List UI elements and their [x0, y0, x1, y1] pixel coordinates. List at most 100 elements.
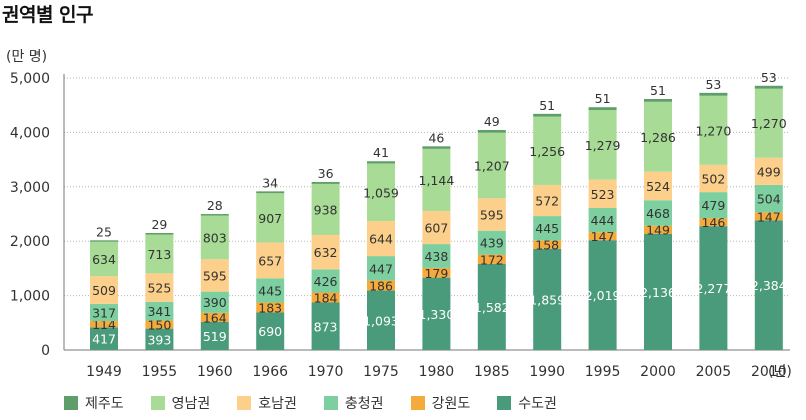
bar-segment	[90, 303, 118, 322]
legend-label: 수도권	[518, 396, 557, 412]
data-label: 938	[314, 202, 338, 217]
bar-segment	[311, 292, 340, 303]
y-tick-label: 1,000	[10, 289, 50, 305]
bar-segment	[311, 269, 340, 293]
data-label: 444	[591, 213, 615, 228]
bar-segment	[699, 218, 728, 227]
data-label: 907	[258, 211, 282, 226]
bar-segment	[200, 321, 229, 350]
bar-segment	[699, 95, 728, 165]
bar-segment	[145, 234, 174, 274]
bar-segment	[644, 233, 672, 350]
legend-item: 영남권	[150, 393, 210, 413]
bar-segment	[533, 116, 562, 185]
bar-segment	[588, 179, 617, 209]
data-label: 49	[484, 114, 500, 129]
bar-segment	[422, 146, 451, 149]
data-label: 34	[262, 175, 278, 190]
bar-segment	[90, 276, 118, 304]
data-label: 172	[480, 252, 504, 267]
x-tick-label: 1955	[142, 364, 178, 380]
bar-segment	[422, 148, 451, 212]
data-label: 2,277	[696, 281, 732, 296]
stacked-bar-chart: 01,0002,0003,0004,0005,00041711431750963…	[10, 70, 792, 380]
data-label: 317	[92, 305, 116, 320]
data-label: 803	[203, 230, 227, 245]
bar-segment	[644, 101, 672, 172]
bar-segment	[90, 240, 118, 242]
data-label: 46	[428, 130, 444, 145]
data-label: 468	[646, 206, 670, 221]
bar-segment	[256, 191, 285, 194]
x-axis-unit-label: (년)	[768, 364, 792, 380]
bar-segment	[644, 225, 672, 234]
bar-segment	[311, 183, 340, 235]
x-tick-label: 1966	[252, 364, 288, 380]
data-label: 186	[369, 278, 393, 293]
data-label: 504	[757, 192, 781, 207]
x-tick-label: 1990	[529, 364, 565, 380]
data-label: 690	[258, 324, 282, 339]
data-label: 1,256	[529, 144, 565, 159]
bar-segment	[422, 277, 451, 350]
data-label: 51	[595, 91, 611, 106]
legend-item: 충청권	[323, 393, 384, 413]
data-label: 447	[369, 261, 393, 276]
legend-label: 제주도	[85, 396, 124, 412]
data-label: 519	[203, 329, 227, 344]
data-label: 341	[147, 304, 171, 319]
bar-segment	[644, 200, 672, 226]
data-label: 184	[314, 291, 338, 306]
bar-segment	[200, 291, 229, 313]
data-label: 595	[480, 208, 504, 223]
data-label: 2,019	[585, 288, 621, 303]
bar-segment	[422, 267, 451, 278]
bar-segment	[477, 198, 506, 231]
bar-segment	[533, 184, 562, 217]
x-tick-label: 1975	[363, 364, 399, 380]
bar-segment	[699, 226, 728, 350]
bar-segment	[754, 220, 783, 350]
data-label: 607	[424, 221, 448, 236]
x-tick-label: 2005	[696, 364, 732, 380]
bar-segment	[311, 234, 340, 270]
data-label: 499	[757, 164, 781, 179]
bar-segment	[588, 109, 617, 180]
bar-segment	[200, 259, 229, 292]
bar-segment	[367, 221, 395, 257]
data-label: 183	[258, 300, 282, 315]
bar-segment	[200, 214, 229, 216]
legend-swatch	[323, 396, 338, 410]
bar-segment	[90, 327, 118, 350]
legend-label: 강원도	[431, 396, 471, 412]
bar-segment	[145, 232, 174, 235]
data-label: 1,286	[640, 130, 676, 145]
bar-segment	[588, 208, 617, 233]
data-label: 1,279	[585, 138, 621, 153]
data-label: 1,207	[474, 159, 510, 174]
legend-item: 강원도	[410, 393, 471, 413]
bar-segment	[533, 216, 562, 241]
data-label: 1,144	[419, 173, 455, 188]
data-label: 36	[318, 166, 334, 181]
data-label: 25	[96, 224, 112, 239]
x-tick-label: 2010	[751, 364, 787, 380]
data-label: 1,270	[696, 123, 732, 138]
data-label: 150	[147, 318, 171, 333]
data-label: 509	[92, 283, 116, 298]
legend-swatch	[410, 396, 425, 410]
x-tick-label: 1980	[419, 364, 455, 380]
data-label: 149	[646, 223, 670, 238]
data-label: 53	[705, 77, 721, 92]
bar-segment	[477, 130, 506, 133]
bar-segment	[477, 254, 506, 264]
bar-segment	[754, 184, 783, 213]
data-label: 1,059	[363, 185, 399, 200]
bar-segment	[145, 328, 174, 350]
data-label: 572	[535, 194, 559, 209]
bar-segment	[145, 320, 174, 329]
bar-segment	[311, 181, 340, 184]
chart-legend: 제주도 영남권 호남권 충청권 강원도 수도권	[64, 393, 584, 413]
data-label: 657	[258, 253, 282, 268]
bar-segment	[588, 107, 617, 110]
